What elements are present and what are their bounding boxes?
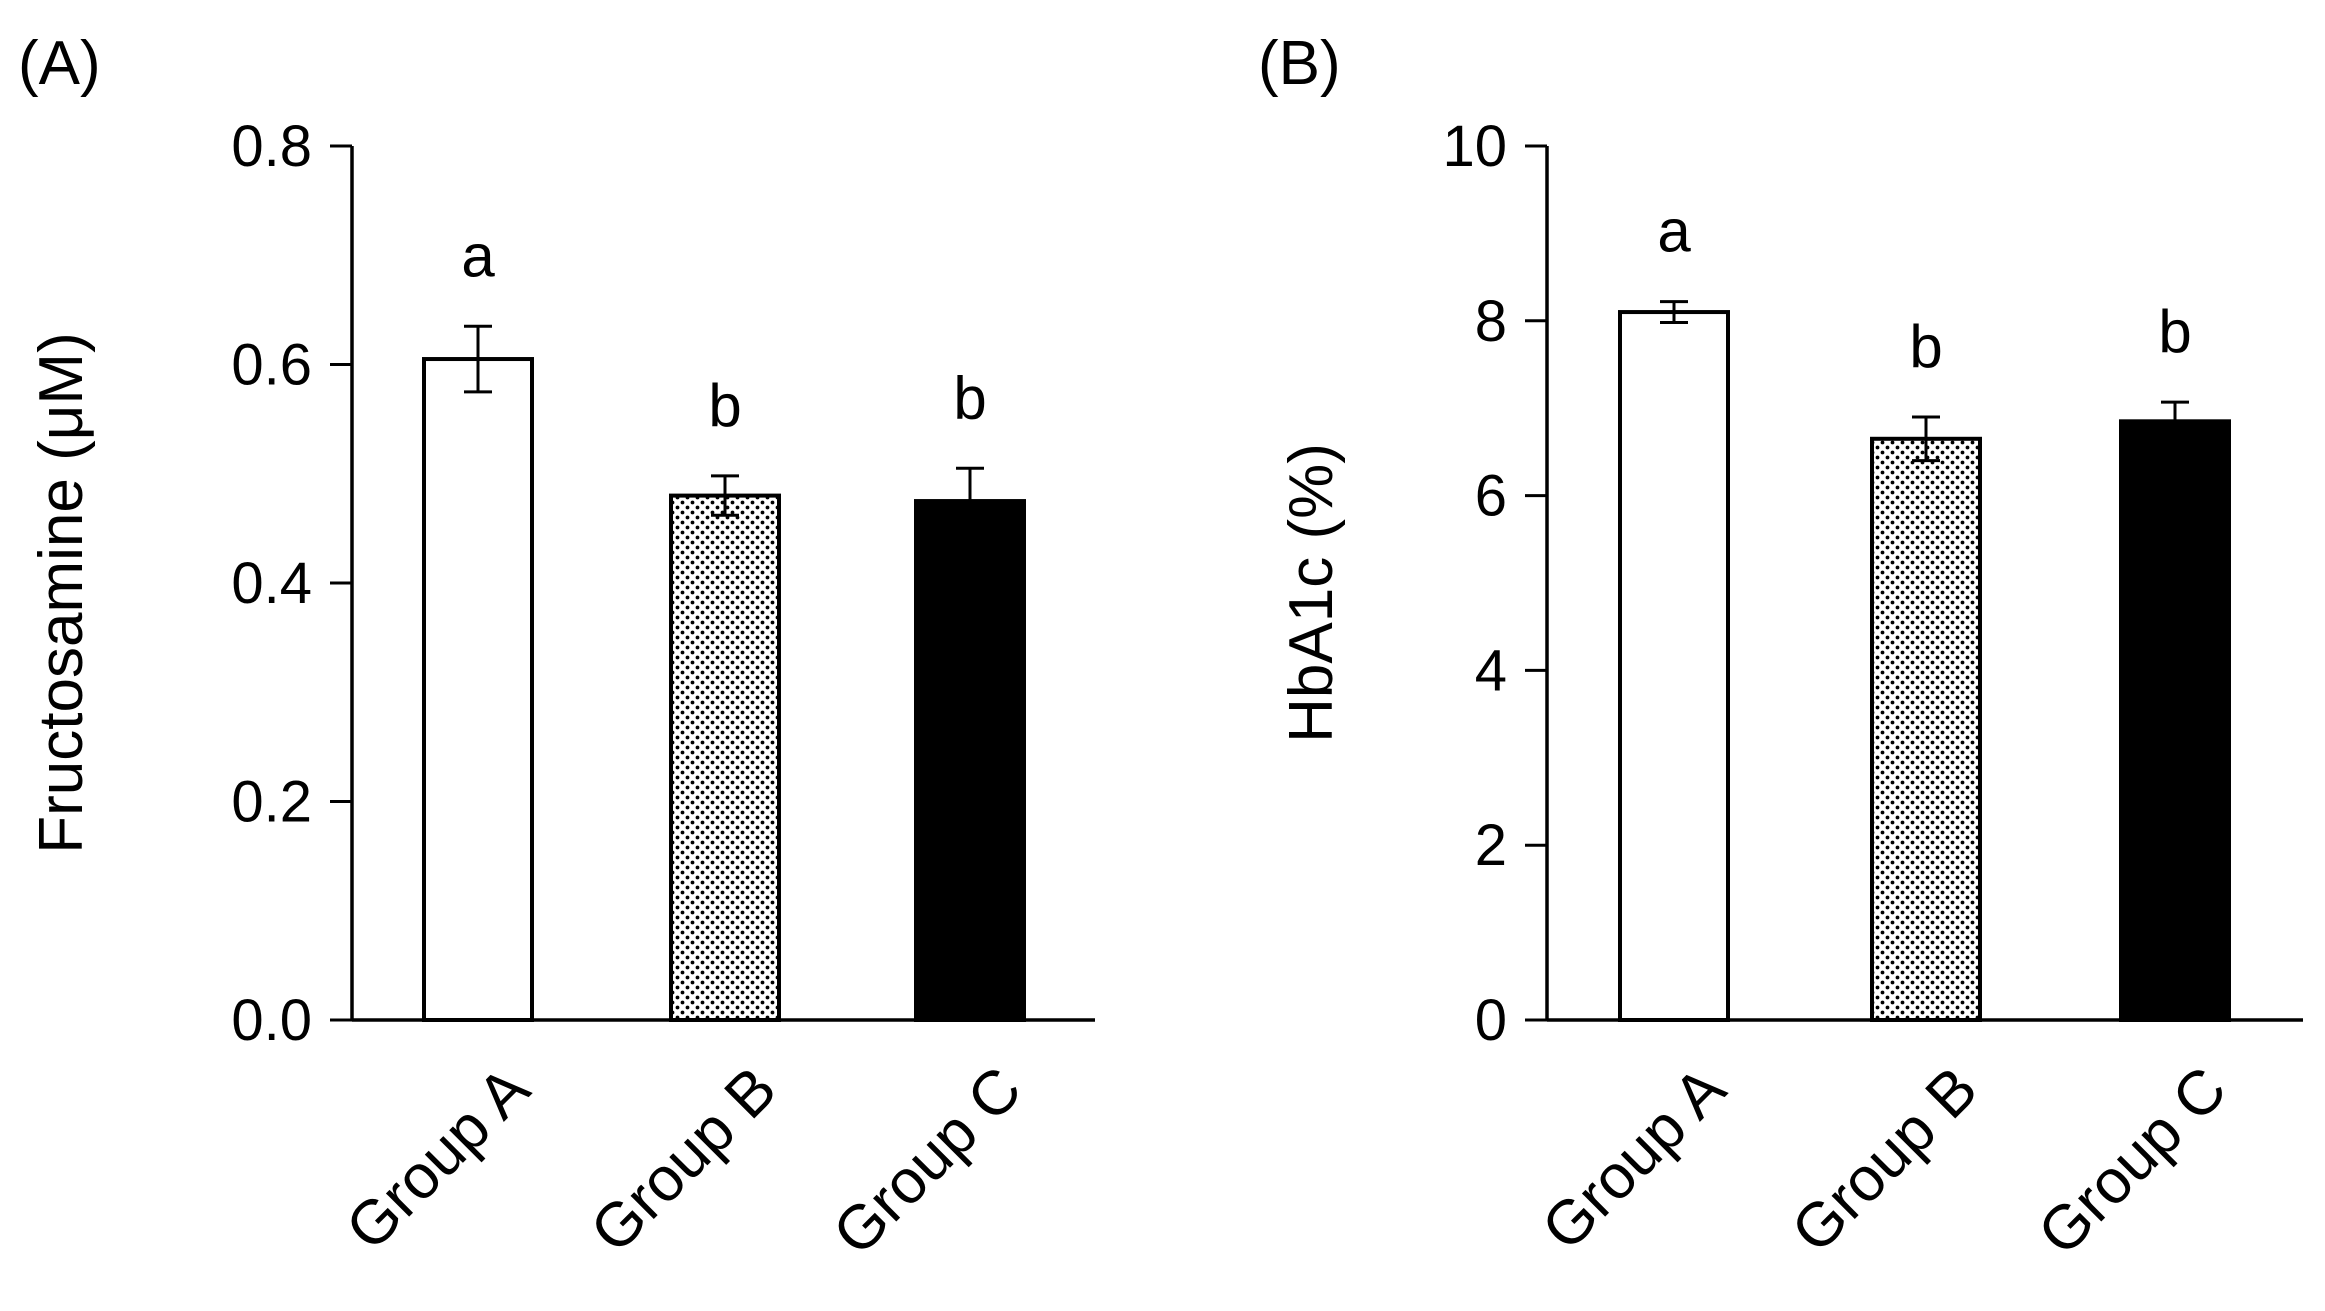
panel-b-significance-letter: a [1657,198,1691,265]
panel-a-bar [914,499,1026,1022]
panel-a-axes [350,146,1095,1022]
panel-b-bar [2119,419,2231,1022]
panel-b-label: (B) [1258,29,1341,98]
panel-b-category-label: Group A [1529,1054,1739,1264]
panel-b-bar [1618,310,1730,1022]
panel-b-bar [1870,436,1982,1023]
panel-a-y-tick-label: 0.6 [231,333,312,398]
panel-b-category-label: Group B [1779,1054,1991,1266]
panel-b-significance-letter: b [1909,313,1942,380]
panel-b-error-bars [1660,300,2189,463]
panel-b-y-tick-label: 8 [1475,289,1507,354]
panel-a-y-tick-label: 0.2 [231,770,312,835]
panel-b-y-axis-title: HbA1c (%) [1277,443,1346,743]
panel-a-bar [669,493,781,1023]
panel-a-y-tick-label: 0.4 [231,551,312,616]
panel-a-category-labels: Group A Group B Group C [333,1054,1035,1269]
panel-a-y-ticks: 0.0 0.2 0.4 0.6 0.8 [231,114,352,1053]
panel-b-y-tick-label: 6 [1475,464,1507,529]
panel-a-category-label: Group B [578,1054,790,1266]
panel-a-significance-letter: b [953,364,986,431]
panel-b-y-tick-label: 2 [1475,813,1507,878]
panel-a: (A) 0.0 0.2 0.4 0.6 0.8 a b b Group A Group B Gr… [18,29,1095,1268]
panel-a-label: (A) [18,29,101,98]
panel-b-category-labels: Group A Group B Group C [1529,1054,2240,1269]
panel-a-bar [422,357,534,1023]
panel-b-significance-letter: b [2158,298,2191,365]
panel-a-error-bars [464,324,984,536]
panel-a-y-axis-title: Fructosamine (μM) [27,332,96,853]
panel-b-y-tick-label: 4 [1475,638,1507,703]
panel-b-y-tick-label: 0 [1475,988,1507,1053]
panel-a-y-tick-label: 0.8 [231,114,312,179]
panel-b-bars [1618,310,2231,1023]
panel-b-y-ticks: 0 2 4 6 8 10 [1442,114,1547,1053]
panel-b-axes [1545,146,2303,1022]
panel-a-bars [422,357,1026,1023]
panel-a-significance-letter: b [708,372,741,439]
panel-b-y-tick-label: 10 [1442,114,1507,179]
panel-a-significance-letter: a [461,222,495,289]
panel-a-category-label: Group A [333,1054,543,1264]
panel-a-category-label: Group C [820,1054,1034,1268]
panel-a-y-tick-label: 0.0 [231,988,312,1053]
panel-a-significance-letters: a b b [461,222,986,439]
panel-b: (B) 0 2 4 6 8 10 a b b Group A Group B Group C Hb… [1258,29,2303,1268]
panel-b-significance-letters: a b b [1657,198,2191,380]
panel-b-category-label: Group C [2025,1054,2239,1268]
